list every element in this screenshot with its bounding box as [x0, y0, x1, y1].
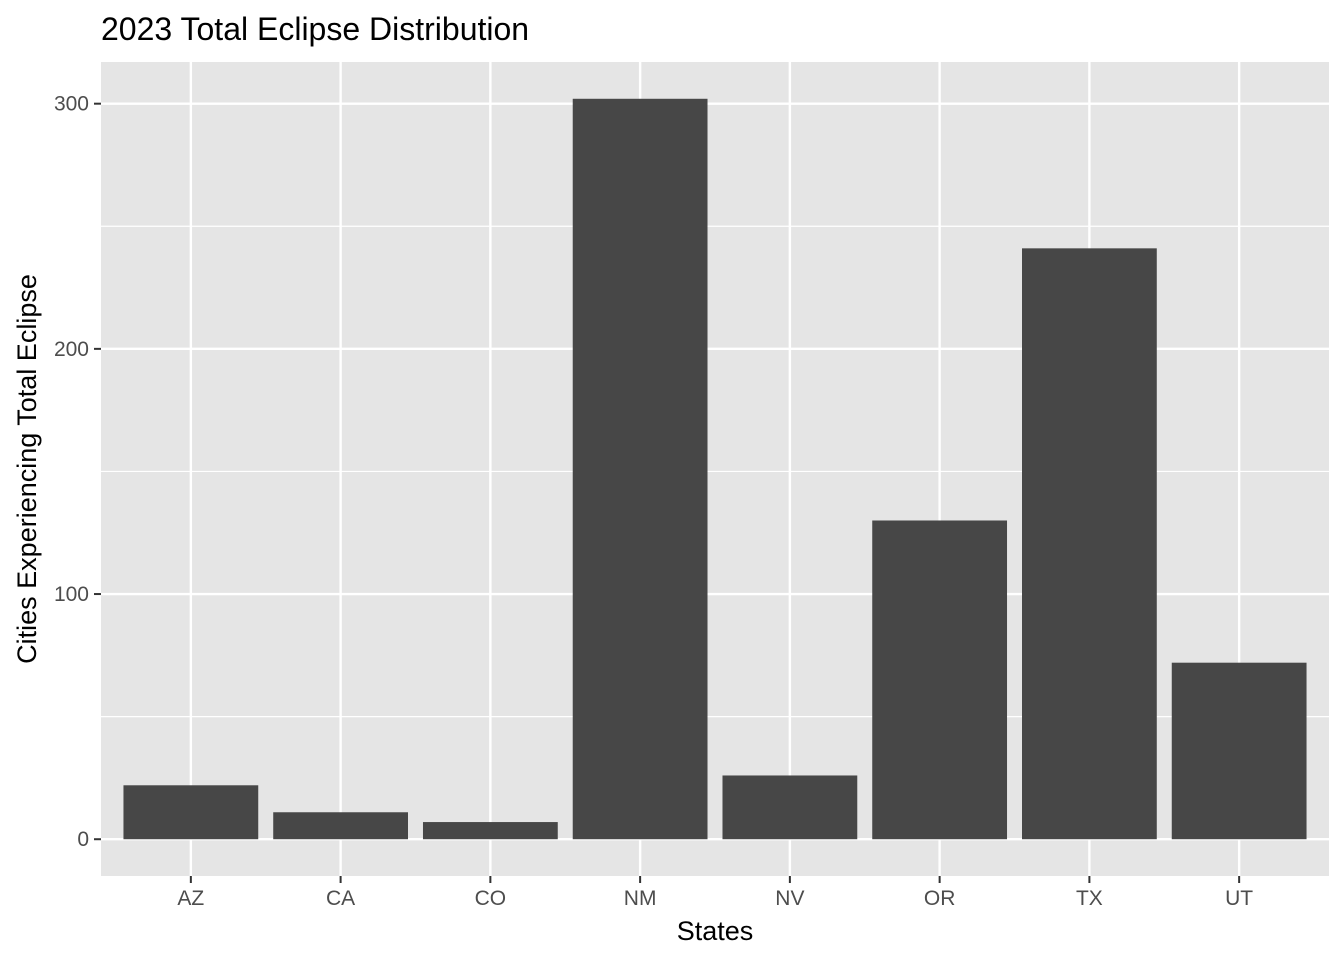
- x-tick-label: TX: [1076, 887, 1103, 910]
- bar-ut: [1171, 662, 1307, 840]
- bar-nv: [722, 775, 858, 840]
- x-axis: AZ CA CO NM NV OR TX UT: [177, 876, 1253, 910]
- x-tick-label: CO: [475, 887, 507, 910]
- bar-tx: [1022, 248, 1157, 840]
- y-axis-title: Cities Experiencing Total Eclipse: [12, 274, 42, 664]
- x-tick-label: OR: [924, 887, 956, 910]
- x-tick-label: AZ: [177, 887, 204, 910]
- bar-co: [422, 822, 558, 840]
- chart-title: 2023 Total Eclipse Distribution: [101, 11, 529, 47]
- x-axis-title: States: [677, 916, 754, 946]
- x-tick-label: CA: [326, 887, 355, 910]
- y-tick-label: 0: [77, 828, 89, 851]
- bar-ca: [273, 812, 408, 840]
- bars: [123, 98, 1307, 840]
- y-tick-label: 200: [54, 338, 89, 361]
- x-tick-label: NV: [775, 887, 804, 910]
- x-tick-label: NM: [624, 887, 657, 910]
- y-tick-label: 300: [54, 93, 89, 116]
- y-axis: 0 100 200 300: [54, 93, 101, 851]
- bar-nm: [572, 98, 708, 840]
- bar-or: [872, 520, 1008, 840]
- x-tick-label: UT: [1225, 887, 1253, 910]
- bar-az: [123, 785, 259, 840]
- y-tick-label: 100: [54, 583, 89, 606]
